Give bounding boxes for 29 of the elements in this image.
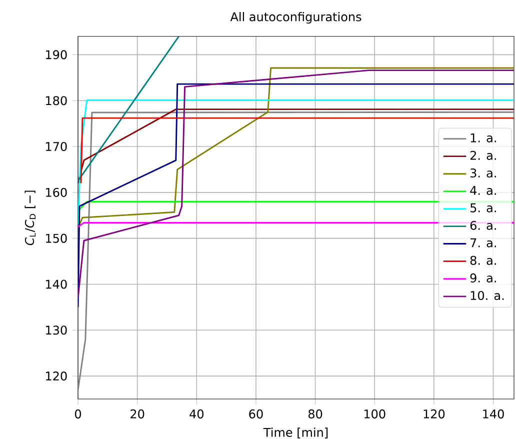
legend-label: 10. a. — [470, 290, 504, 300]
legend-label: 8. a. — [470, 256, 496, 265]
x-tick-label: 140 — [483, 409, 504, 418]
y-tick-label: 120 — [46, 372, 67, 381]
y-tick-label: 190 — [46, 50, 67, 60]
legend-label: 3. a. — [470, 168, 496, 178]
x-tick-label: 40 — [190, 409, 204, 418]
legend-label: 6. a. — [470, 220, 496, 230]
x-tick-label: 0 — [74, 409, 82, 418]
x-tick-label: 100 — [364, 409, 386, 418]
legend-label: 4. a. — [470, 186, 496, 195]
legend-label: 2. a. — [470, 150, 496, 160]
x-tick-label: 80 — [308, 409, 322, 418]
legend-label: 9. a. — [470, 273, 496, 282]
x-tick-label: 120 — [424, 409, 445, 418]
chart-title: All autoconfigurations — [230, 12, 362, 24]
x-tick-label: 20 — [130, 409, 144, 418]
y-tick-label: 160 — [46, 188, 67, 197]
y-tick-label: 130 — [46, 326, 67, 335]
legend-label: 1. a. — [470, 133, 496, 142]
y-tick-label: 170 — [46, 142, 67, 152]
y-tick-label: 180 — [46, 96, 67, 106]
legend-label: 7. a. — [470, 238, 496, 248]
x-tick-label: 60 — [249, 409, 263, 418]
legend-label: 5. a. — [470, 203, 496, 212]
x-axis-title: Time [min] — [263, 428, 328, 438]
y-tick-label: 140 — [46, 280, 67, 289]
y-axis-title: C$_{L}$/C$_{D}$ [−] — [24, 190, 36, 246]
y-tick-label: 150 — [46, 234, 67, 243]
